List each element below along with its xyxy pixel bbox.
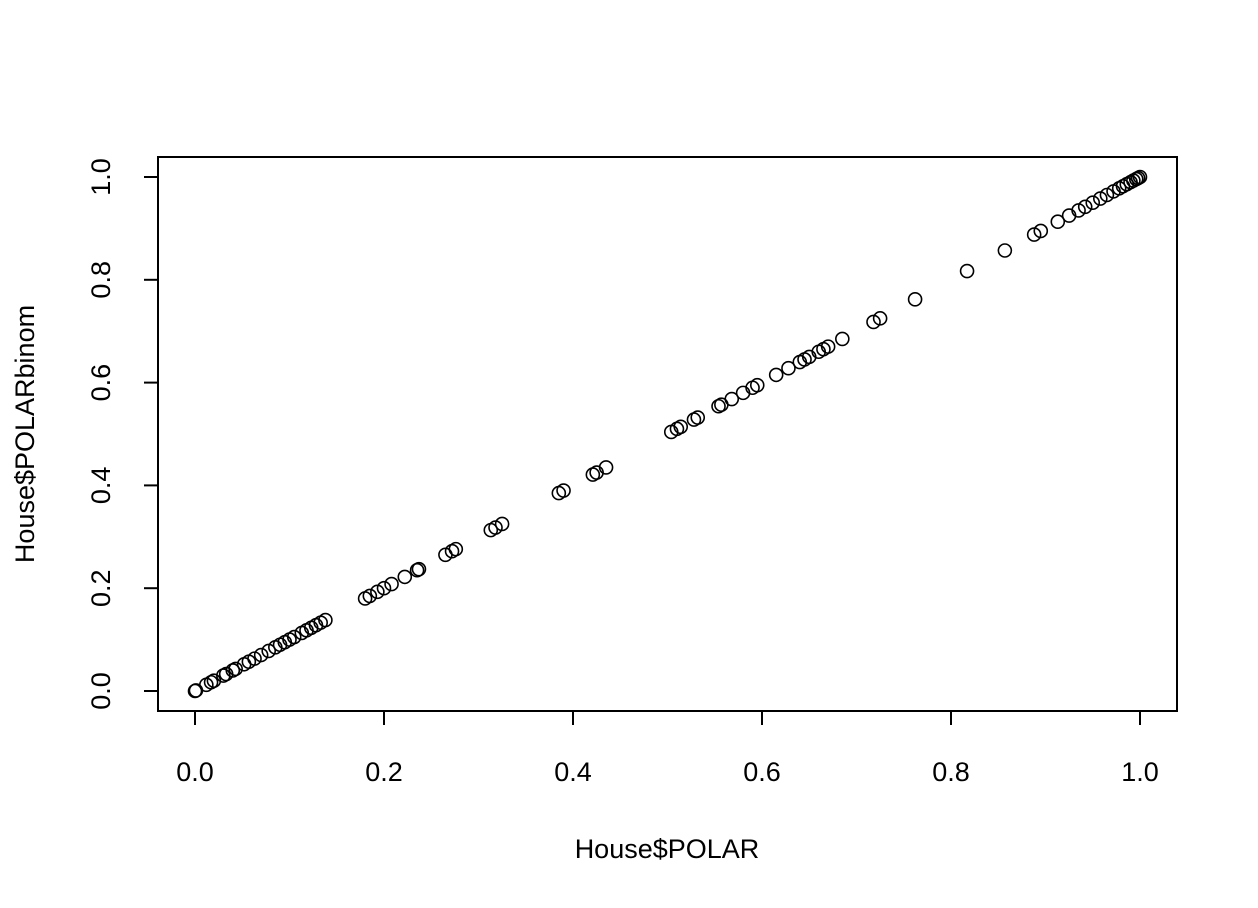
y-tick-label: 1.0 (86, 158, 116, 196)
data-point (318, 612, 333, 628)
x-tick-label: 0.2 (365, 757, 403, 787)
y-tick-label: 0.8 (86, 261, 116, 299)
data-point (598, 460, 614, 475)
data-point (711, 398, 726, 414)
data-point (1077, 199, 1093, 215)
x-tick-label: 0.6 (743, 757, 781, 787)
data-point (907, 292, 923, 307)
data-point (835, 331, 850, 347)
data-point (556, 483, 571, 498)
data-point (1085, 195, 1101, 210)
data-point (781, 360, 796, 376)
data-point (376, 580, 392, 596)
y-axis-label: House$POLARbinom (10, 305, 40, 563)
data-point (690, 410, 706, 425)
data-point (225, 663, 241, 678)
data-point (397, 569, 413, 585)
data-point (362, 588, 378, 604)
x-axis-label: House$POLAR (575, 834, 760, 864)
data-point (286, 629, 302, 645)
data-point (724, 391, 740, 407)
data-point (1132, 169, 1148, 185)
data-point (673, 419, 689, 435)
x-tick-label: 0.8 (932, 757, 970, 787)
data-point (228, 661, 243, 677)
data-point (872, 311, 888, 326)
data-point (1050, 214, 1066, 230)
data-point (1033, 223, 1049, 239)
x-tick-label: 0.0 (176, 757, 214, 787)
data-point (494, 516, 510, 532)
data-point (384, 576, 399, 592)
data-point (203, 674, 219, 690)
data-point (959, 263, 975, 279)
x-axis: 0.0 0.2 0.4 0.6 0.8 1.0 (176, 710, 1159, 787)
data-point (253, 647, 269, 663)
y-axis: 0.0 0.2 0.4 0.6 0.8 1.0 (86, 158, 159, 710)
x-tick-label: 0.4 (554, 757, 592, 787)
y-tick-label: 0.4 (86, 467, 116, 505)
data-point (820, 339, 836, 354)
data-point (997, 243, 1013, 258)
data-point (749, 377, 765, 393)
x-tick-label: 1.0 (1121, 757, 1159, 787)
data-points (187, 169, 1148, 699)
y-tick-label: 0.0 (86, 672, 116, 710)
data-point (411, 561, 427, 577)
data-point (448, 541, 464, 557)
y-tick-label: 0.6 (86, 364, 116, 402)
data-point (768, 367, 784, 383)
y-tick-label: 0.2 (86, 569, 116, 607)
